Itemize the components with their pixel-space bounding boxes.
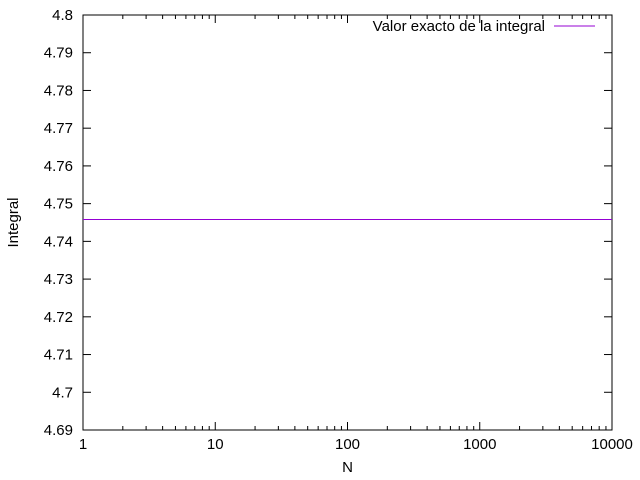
y-tick-label: 4.75 xyxy=(44,196,73,213)
y-tick-label: 4.72 xyxy=(44,309,73,326)
y-tick-label: 4.8 xyxy=(52,7,73,24)
x-axis-title: N xyxy=(342,459,353,476)
x-tick-label: 100 xyxy=(335,436,360,453)
y-tick-label: 4.69 xyxy=(44,422,73,439)
y-tick-label: 4.77 xyxy=(44,120,73,137)
x-tick-label: 10000 xyxy=(591,436,633,453)
x-tick-label: 1 xyxy=(79,436,87,453)
y-tick-label: 4.78 xyxy=(44,82,73,99)
y-tick-label: 4.73 xyxy=(44,271,73,288)
y-tick-label: 4.71 xyxy=(44,347,73,364)
y-tick-label: 4.76 xyxy=(44,158,73,175)
y-tick-label: 4.7 xyxy=(52,384,73,401)
x-tick-label: 1000 xyxy=(463,436,496,453)
y-tick-label: 4.74 xyxy=(44,233,73,250)
legend-label: Valor exacto de la integral xyxy=(373,18,545,35)
y-tick-label: 4.79 xyxy=(44,45,73,62)
plot-frame xyxy=(82,14,613,431)
y-axis-title: Integral xyxy=(5,197,22,247)
x-tick-label: 10 xyxy=(207,436,224,453)
